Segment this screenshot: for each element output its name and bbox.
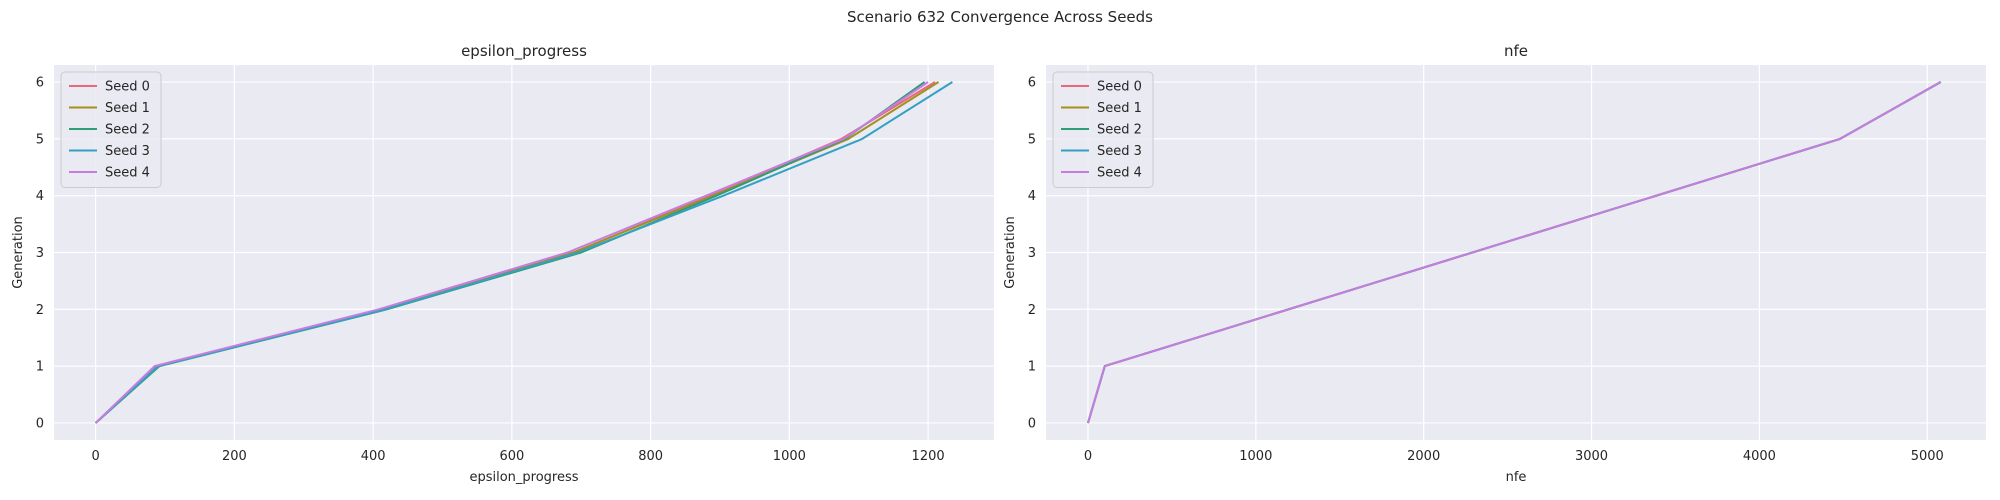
x-tick-label: 1000: [773, 449, 806, 464]
x-tick-label: 1000: [1239, 449, 1272, 464]
y-tick-label: 6: [1028, 76, 1036, 91]
y-tick-label: 4: [36, 189, 44, 204]
y-axis-label: Generation: [1003, 216, 1018, 289]
legend-box: [1052, 71, 1154, 188]
x-tick-label: 1200: [912, 449, 945, 464]
y-tick-label: 2: [1028, 303, 1036, 318]
y-tick-label: 4: [1028, 189, 1036, 204]
subplot-1: 0 200 400 600 800 1000 1200 0 1 2 3 4 5 6 epsilon_prog…: [11, 42, 994, 485]
legend-label: Seed 4: [105, 166, 150, 181]
legend-label: Seed 2: [105, 123, 150, 138]
y-tick-label: 3: [36, 246, 44, 261]
legend-label: Seed 4: [1097, 166, 1142, 181]
y-tick-label: 0: [36, 416, 44, 431]
legend: Seed 0 Seed 1 Seed 2 Seed 3 Seed 4: [1052, 71, 1154, 188]
x-axis-label: epsilon_progress: [469, 470, 578, 485]
x-tick-label: 2000: [1407, 449, 1440, 464]
legend-label: Seed 3: [105, 144, 150, 159]
x-axis-label: nfe: [1506, 470, 1527, 485]
x-tick-label: 600: [499, 449, 524, 464]
x-tick-label: 800: [638, 449, 663, 464]
legend-label: Seed 1: [1097, 101, 1142, 116]
legend-label: Seed 1: [105, 101, 150, 116]
y-tick-label: 1: [1028, 360, 1036, 375]
y-tick-label: 6: [36, 76, 44, 91]
subplot-title: epsilon_progress: [461, 42, 587, 61]
y-tick-label: 0: [1028, 416, 1036, 431]
legend: Seed 0 Seed 1 Seed 2 Seed 3 Seed 4: [60, 71, 162, 188]
legend-label: Seed 0: [105, 80, 150, 95]
subplot-2: 0 1000 2000 3000 4000 5000 0 1 2 3 4 5 6 nfe Generatio…: [1003, 42, 1986, 485]
x-tick-label: 200: [222, 449, 247, 464]
x-tick-label: 0: [91, 449, 99, 464]
y-tick-label: 5: [1028, 132, 1036, 147]
figure-title: Scenario 632 Convergence Across Seeds: [847, 8, 1153, 26]
x-tick-label: 4000: [1743, 449, 1776, 464]
x-tick-label: 0: [1084, 449, 1092, 464]
legend-label: Seed 2: [1097, 123, 1142, 138]
series-line: [94, 81, 929, 424]
legend-label: Seed 3: [1097, 144, 1142, 159]
x-tick-label: 5000: [1911, 449, 1944, 464]
x-tick-label: 400: [361, 449, 386, 464]
y-tick-label: 2: [36, 303, 44, 318]
y-axis-label: Generation: [11, 216, 26, 289]
y-tick-label: 1: [36, 360, 44, 375]
subplot-title: nfe: [1504, 42, 1528, 60]
legend-label: Seed 0: [1097, 80, 1142, 95]
series-line: [1087, 81, 1942, 424]
x-tick-label: 3000: [1575, 449, 1608, 464]
y-tick-label: 5: [36, 132, 44, 147]
legend-box: [60, 71, 162, 188]
y-tick-label: 3: [1028, 246, 1036, 261]
